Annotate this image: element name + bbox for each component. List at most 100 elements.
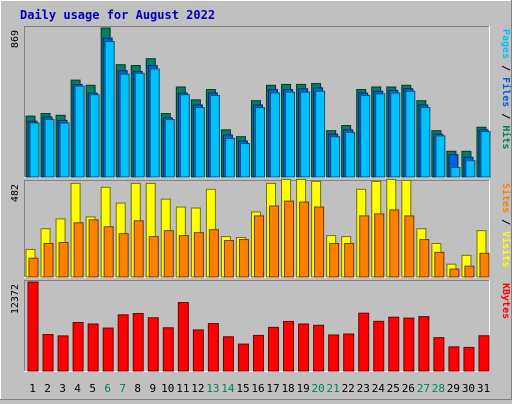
- x-tick-label-22: 22: [342, 382, 355, 395]
- x-axis-tick-labels: 1 2 3 4 5 6 7 8 9 10 11 12 13 14 15 16 17 18 19 20 21 22 23 24 2…: [29, 382, 490, 395]
- bar-kbytes-day-19: [298, 323, 310, 372]
- bar-pages-day-7: [119, 73, 130, 178]
- panel-middle-series-label: Sites / Visits: [500, 183, 512, 267]
- bar-kbytes-day-26: [403, 317, 415, 372]
- x-tick-label-23: 23: [357, 382, 370, 395]
- bar-sites-day-14: [223, 240, 234, 278]
- x-tick-label-14: 14: [221, 382, 235, 395]
- bar-pages-day-25: [390, 92, 401, 178]
- panel-top: 869 Pages / Files / Hits: [10, 26, 512, 178]
- series-label-part: Pages: [500, 29, 511, 59]
- chart-panels: 869 Pages / Files / Hits 482 Sites / Visits…: [10, 26, 512, 372]
- bar-kbytes-day-20: [313, 324, 325, 372]
- x-tick-label-4: 4: [74, 382, 81, 395]
- x-tick-label-15: 15: [236, 382, 249, 395]
- bar-pages-day-12: [194, 107, 205, 178]
- bar-kbytes-day-17: [268, 326, 280, 372]
- bar-kbytes-day-9: [147, 317, 159, 372]
- series-label-part: /: [500, 107, 511, 125]
- bar-sites-day-29: [449, 268, 460, 278]
- bar-pages-day-26: [405, 90, 416, 178]
- x-tick-label-13: 13: [206, 382, 219, 395]
- bar-pages-day-11: [179, 94, 190, 178]
- bar-kbytes-day-28: [433, 337, 445, 372]
- series-label-part: KBytes: [500, 283, 511, 319]
- bar-pages-day-22: [345, 131, 356, 178]
- panel-bottom-max-label: 12372: [10, 284, 21, 314]
- series-label-part: Files: [500, 77, 512, 107]
- series-label-part: /: [500, 213, 511, 231]
- x-tick-label-29: 29: [447, 382, 460, 395]
- x-tick-label-28: 28: [432, 382, 445, 395]
- bar-sites-day-7: [118, 233, 129, 278]
- bar-pages-day-2: [44, 119, 55, 178]
- bar-sites-day-23: [359, 215, 370, 278]
- panel-middle-max-label: 482: [10, 184, 21, 202]
- bar-pages-day-10: [164, 119, 175, 178]
- bar-kbytes-day-21: [328, 334, 340, 372]
- bar-sites-day-26: [404, 215, 415, 278]
- panel-top-series-label: Pages / Files / Hits: [500, 29, 512, 149]
- panel-bottom: 12372 KBytes: [10, 280, 511, 372]
- x-tick-label-16: 16: [251, 382, 264, 395]
- bar-pages-day-28: [435, 135, 446, 178]
- bar-sites-day-30: [464, 265, 475, 278]
- panel-middle: 482 Sites / Visits: [10, 178, 512, 278]
- bar-sites-day-2: [43, 242, 54, 278]
- panel-top-max-label: 869: [10, 30, 21, 48]
- bar-kbytes-day-11: [177, 302, 189, 372]
- bar-kbytes-day-3: [57, 335, 69, 372]
- bar-pages-day-3: [59, 122, 70, 178]
- x-tick-label-30: 30: [462, 382, 475, 395]
- bar-pages-day-1: [29, 122, 40, 178]
- bar-kbytes-day-8: [132, 313, 144, 372]
- bar-kbytes-day-27: [418, 316, 430, 372]
- bar-sites-day-19: [299, 201, 310, 278]
- bar-pages-day-23: [360, 95, 371, 178]
- bar-sites-day-25: [389, 209, 400, 278]
- bar-sites-day-21: [329, 242, 340, 278]
- bar-kbytes-day-29: [448, 346, 460, 372]
- bar-kbytes-day-14: [222, 336, 234, 372]
- x-tick-label-9: 9: [149, 382, 156, 395]
- bar-pages-day-29: [450, 167, 461, 178]
- bar-kbytes-day-1: [27, 281, 39, 372]
- bar-pages-day-18: [285, 91, 296, 178]
- bar-sites-day-5: [88, 219, 99, 278]
- bar-sites-day-6: [103, 226, 114, 278]
- x-tick-label-18: 18: [281, 382, 294, 395]
- bar-pages-day-6: [104, 41, 115, 178]
- bar-kbytes-day-25: [388, 316, 400, 372]
- x-tick-label-24: 24: [372, 382, 386, 395]
- bar-sites-day-11: [178, 235, 189, 278]
- x-tick-label-26: 26: [402, 382, 415, 395]
- bar-pages-day-30: [465, 160, 476, 178]
- series-pages: [29, 41, 491, 178]
- bar-sites-day-17: [269, 205, 280, 278]
- x-tick-label-21: 21: [327, 382, 340, 395]
- bar-kbytes-day-24: [373, 320, 385, 372]
- series-label-part: Hits: [500, 125, 512, 149]
- series-kbytes: [27, 281, 490, 372]
- bar-sites-day-8: [133, 220, 144, 278]
- bar-sites-day-10: [163, 230, 174, 278]
- bar-kbytes-day-22: [343, 333, 355, 372]
- series-label-part: /: [500, 59, 511, 77]
- x-tick-label-31: 31: [477, 382, 490, 395]
- bar-pages-day-9: [149, 68, 160, 178]
- bar-kbytes-day-23: [358, 312, 370, 372]
- bar-pages-day-4: [74, 85, 85, 178]
- bar-pages-day-31: [480, 131, 491, 178]
- x-tick-label-1: 1: [29, 382, 36, 395]
- bar-pages-day-20: [315, 90, 326, 178]
- bar-sites-day-4: [73, 222, 84, 278]
- x-tick-label-11: 11: [176, 382, 189, 395]
- bar-kbytes-day-10: [162, 327, 174, 372]
- x-tick-label-27: 27: [417, 382, 430, 395]
- bar-pages-day-15: [239, 143, 250, 178]
- bar-sites-day-9: [148, 236, 159, 278]
- bar-kbytes-day-6: [102, 327, 114, 372]
- x-tick-label-20: 20: [312, 382, 325, 395]
- bar-kbytes-day-4: [72, 322, 84, 372]
